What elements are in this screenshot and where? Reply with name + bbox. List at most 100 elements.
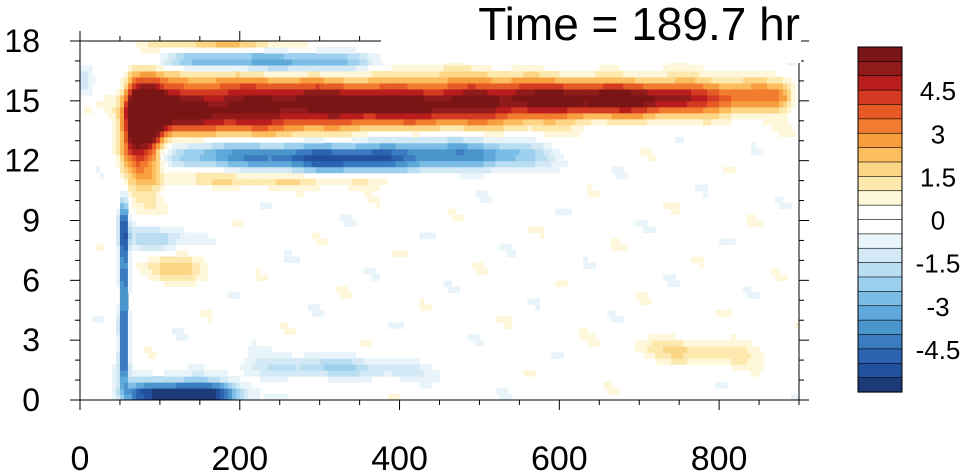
heatmap-cell — [383, 76, 389, 84]
heatmap-cell — [395, 118, 401, 126]
heatmap-cell — [287, 160, 293, 168]
heatmap-cell — [211, 160, 217, 168]
heatmap-cell — [711, 346, 716, 353]
heatmap-cell — [143, 196, 149, 204]
heatmap-cell — [303, 70, 309, 78]
heatmap-cell — [151, 388, 157, 395]
heatmap-cell — [119, 88, 125, 96]
heatmap-cell — [511, 154, 516, 162]
heatmap-cell — [327, 160, 333, 168]
heatmap-cell — [495, 100, 501, 108]
heatmap-cell — [203, 82, 209, 90]
heatmap-cell — [139, 106, 145, 114]
heatmap-cell — [635, 292, 640, 299]
heatmap-cell — [363, 70, 369, 78]
heatmap-cell — [155, 244, 161, 252]
heatmap-cell — [451, 70, 457, 78]
heatmap-cell — [191, 394, 197, 400]
heatmap-cell — [407, 94, 413, 102]
heatmap-cell — [531, 298, 536, 305]
heatmap-cell — [419, 364, 425, 371]
heatmap-cell — [199, 130, 205, 138]
heatmap-cell — [275, 112, 281, 120]
heatmap-cell — [375, 196, 381, 204]
heatmap-cell — [195, 382, 201, 389]
heatmap-cell — [123, 106, 129, 114]
heatmap-cell — [715, 82, 720, 90]
heatmap-cell — [327, 70, 333, 78]
heatmap-cell — [211, 154, 217, 162]
heatmap-cell — [411, 100, 417, 108]
heatmap-cell — [191, 82, 197, 90]
heatmap-cell — [479, 160, 485, 168]
heatmap-cell — [391, 100, 397, 108]
heatmap-cell — [415, 166, 421, 174]
heatmap-cell — [167, 232, 173, 240]
heatmap-cell — [227, 148, 233, 156]
heatmap-cell — [575, 94, 580, 102]
heatmap-cell — [691, 118, 696, 126]
heatmap-cell — [319, 52, 325, 60]
heatmap-cell — [339, 214, 345, 222]
heatmap-cell — [383, 106, 389, 114]
heatmap-cell — [155, 274, 161, 281]
heatmap-cell — [339, 124, 345, 132]
heatmap-cell — [323, 88, 329, 96]
heatmap-cell — [215, 118, 221, 126]
heatmap-cell — [383, 82, 389, 90]
heatmap-cell — [671, 106, 676, 114]
heatmap-cell — [491, 154, 497, 162]
heatmap-cell — [431, 82, 437, 90]
heatmap-cell — [535, 64, 540, 72]
heatmap-cell — [343, 352, 349, 359]
heatmap-cell — [287, 124, 293, 132]
heatmap-cell — [599, 112, 604, 120]
heatmap-cell — [331, 64, 337, 72]
heatmap-cell — [327, 154, 333, 162]
heatmap-cell — [619, 70, 624, 78]
heatmap-cell — [175, 280, 181, 287]
heatmap-cell — [267, 100, 273, 108]
heatmap-cell — [707, 94, 712, 102]
heatmap-cell — [243, 130, 249, 138]
heatmap-cell — [119, 220, 125, 228]
heatmap-cell — [375, 184, 381, 192]
heatmap-cell — [139, 41, 145, 48]
heatmap-cell — [735, 358, 740, 365]
heatmap-cell — [187, 100, 193, 108]
heatmap-cell — [291, 172, 297, 180]
heatmap-cell — [415, 100, 421, 108]
heatmap-cell — [439, 166, 445, 174]
heatmap-cell — [575, 100, 580, 108]
heatmap-cell — [783, 274, 788, 281]
heatmap-cell — [655, 70, 660, 78]
heatmap-cell — [327, 106, 333, 114]
heatmap-cell — [415, 70, 421, 78]
heatmap-cell — [283, 352, 289, 359]
heatmap-cell — [451, 64, 457, 72]
colorbar-label: 1.5 — [920, 162, 956, 192]
heatmap-cell — [619, 316, 624, 323]
heatmap-cell — [399, 118, 405, 126]
heatmap-cell — [155, 64, 161, 72]
heatmap-cell — [127, 286, 133, 293]
heatmap-cell — [247, 124, 253, 132]
heatmap-cell — [595, 70, 600, 78]
heatmap-cell — [155, 41, 161, 48]
heatmap-cell — [299, 124, 305, 132]
heatmap-cell — [499, 394, 505, 400]
heatmap-cell — [203, 160, 209, 168]
heatmap-cell — [371, 274, 377, 281]
heatmap-cell — [95, 316, 101, 323]
y-tick-label: 18 — [4, 23, 40, 59]
heatmap-cell — [503, 94, 508, 102]
heatmap-cell — [187, 394, 193, 400]
heatmap-cell — [663, 106, 668, 114]
heatmap-cell — [779, 274, 784, 281]
heatmap-cell — [419, 106, 425, 114]
heatmap-cell — [535, 76, 540, 84]
heatmap-cell — [511, 82, 516, 90]
heatmap-cell — [519, 160, 524, 168]
heatmap-cell — [619, 94, 624, 102]
heatmap-cell — [507, 244, 512, 252]
